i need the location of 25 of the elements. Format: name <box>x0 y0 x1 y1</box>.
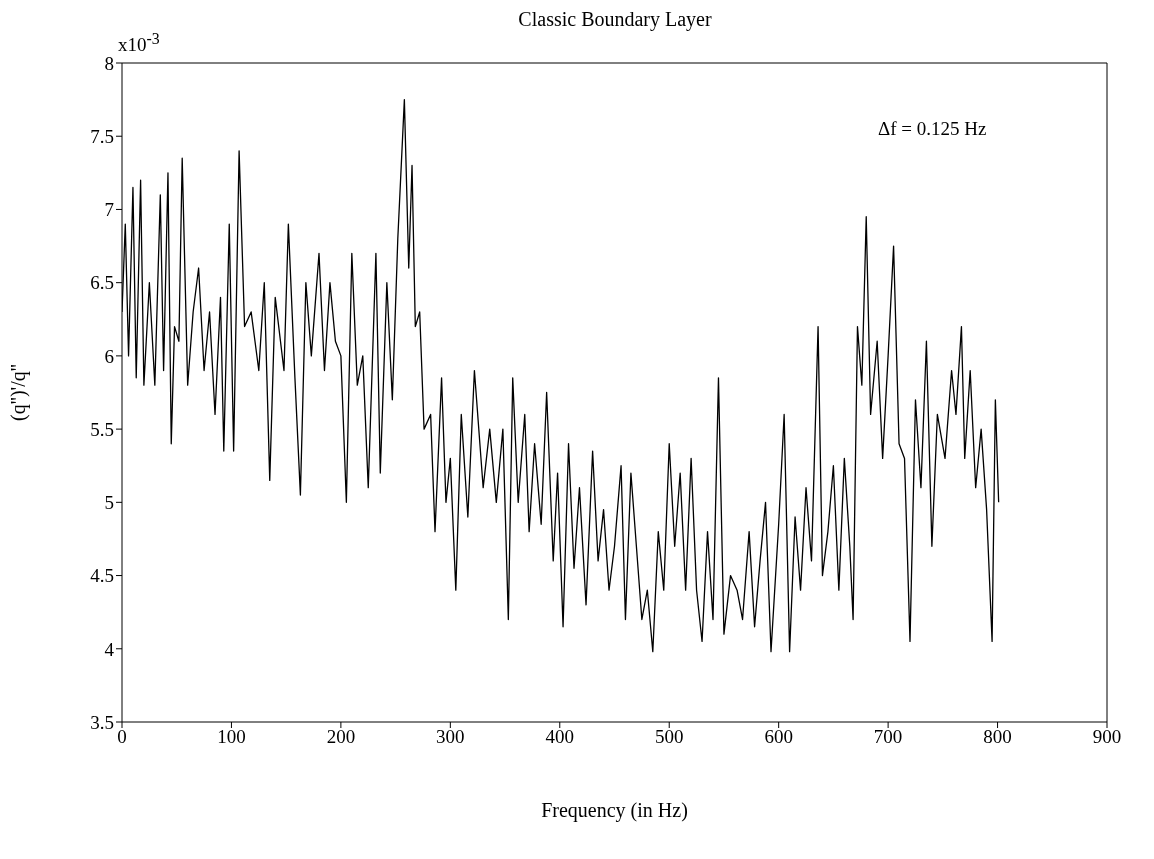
x-tick-label: 500 <box>654 726 684 748</box>
x-tick-label: 400 <box>545 726 575 748</box>
x-tick-label: 600 <box>764 726 793 748</box>
y-tick-label: 5 <box>104 492 114 514</box>
annotation: Δf = 0.125 Hz <box>878 118 987 140</box>
y-tick-label: 3.5 <box>90 711 114 733</box>
x-axis-title: Frequency (in Hz) <box>541 799 688 822</box>
y-tick-label: 4 <box>104 638 115 660</box>
y-tick-label: 7 <box>104 199 114 221</box>
x-tick-label: 900 <box>1092 726 1122 748</box>
y-tick-label: 4.5 <box>90 565 114 587</box>
x-tick-label: 800 <box>983 726 1012 748</box>
y-tick-label: 6 <box>104 345 114 367</box>
x-tick-label: 100 <box>217 726 246 748</box>
y-axis-title: (q'')'/q'' <box>7 364 31 421</box>
text: x10$^{-3}$ <box>118 30 160 57</box>
x-tick-label: 300 <box>436 726 465 748</box>
y-tick-label: 7.5 <box>90 125 114 147</box>
x-tick-label: 0 <box>117 726 127 748</box>
y-tick-label: 6.5 <box>90 272 114 294</box>
x-tick-label: 200 <box>326 726 356 748</box>
x-tick-label: 700 <box>873 726 903 748</box>
y-tick-label: 5.5 <box>90 418 114 440</box>
chart-title: Classic Boundary Layer <box>518 8 712 30</box>
y-tick-label: 8 <box>104 52 114 74</box>
